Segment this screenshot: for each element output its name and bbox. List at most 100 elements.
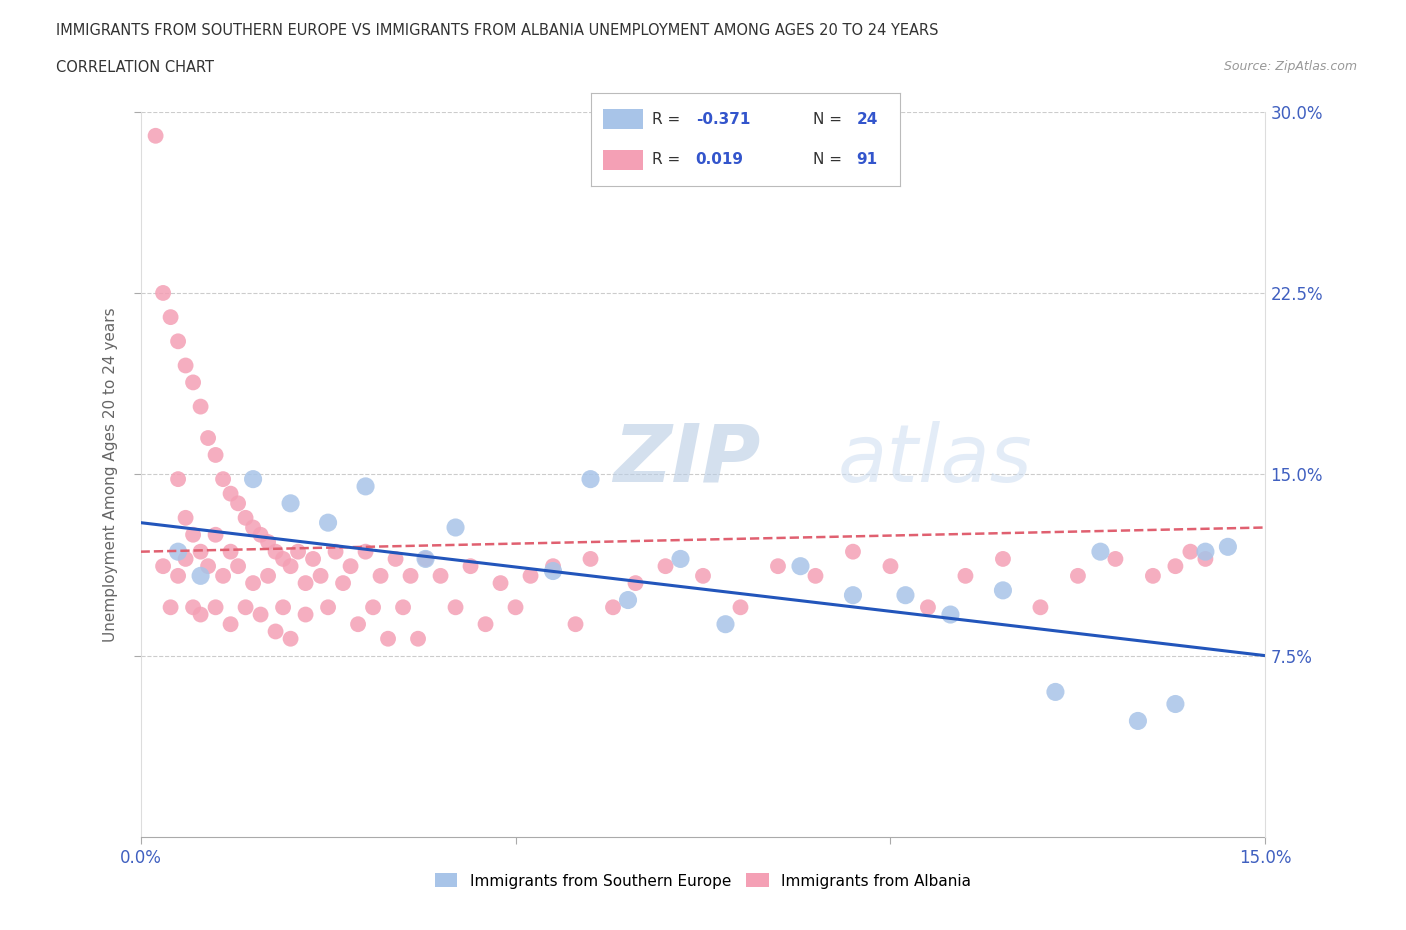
Point	[392, 600, 415, 615]
Point	[384, 551, 406, 566]
Point	[257, 568, 280, 583]
Point	[280, 631, 302, 646]
Point	[406, 631, 429, 646]
Point	[370, 568, 392, 583]
Point	[197, 559, 219, 574]
Point	[361, 600, 384, 615]
Point	[204, 600, 226, 615]
Point	[204, 447, 226, 462]
Text: 0.019: 0.019	[696, 153, 744, 167]
Point	[287, 544, 309, 559]
Point	[519, 568, 541, 583]
Point	[654, 559, 676, 574]
Text: 24: 24	[856, 112, 877, 126]
Bar	[603, 109, 643, 129]
Point	[316, 600, 339, 615]
Point	[159, 310, 181, 325]
Point	[1194, 544, 1216, 559]
Point	[939, 607, 962, 622]
Point	[294, 607, 316, 622]
Text: ZIP: ZIP	[613, 420, 761, 498]
Point	[347, 617, 370, 631]
Point	[219, 544, 242, 559]
Point	[354, 479, 377, 494]
Point	[1126, 713, 1149, 728]
Point	[766, 559, 789, 574]
Point	[332, 576, 354, 591]
Point	[579, 551, 602, 566]
Point	[174, 358, 197, 373]
Point	[242, 472, 264, 486]
Point	[212, 472, 235, 486]
Point	[804, 568, 827, 583]
Text: -0.371: -0.371	[696, 112, 749, 126]
Point	[181, 375, 204, 390]
Point	[242, 520, 264, 535]
Point	[190, 607, 212, 622]
Point	[579, 472, 602, 486]
Point	[991, 551, 1014, 566]
Point	[316, 515, 339, 530]
Point	[564, 617, 586, 631]
Point	[226, 559, 249, 574]
Point	[1142, 568, 1164, 583]
Point	[204, 527, 226, 542]
Point	[842, 544, 865, 559]
Point	[302, 551, 325, 566]
Point	[249, 527, 271, 542]
Point	[429, 568, 451, 583]
Point	[1216, 539, 1239, 554]
Point	[541, 559, 564, 574]
Point	[197, 431, 219, 445]
Point	[181, 600, 204, 615]
Point	[339, 559, 361, 574]
Point	[235, 511, 257, 525]
Text: Source: ZipAtlas.com: Source: ZipAtlas.com	[1223, 60, 1357, 73]
Text: N =: N =	[813, 112, 846, 126]
Point	[167, 544, 190, 559]
Text: N =: N =	[813, 153, 846, 167]
Point	[541, 564, 564, 578]
Point	[842, 588, 865, 603]
Text: R =: R =	[652, 112, 686, 126]
Point	[174, 511, 197, 525]
Point	[1067, 568, 1090, 583]
Legend: Immigrants from Southern Europe, Immigrants from Albania: Immigrants from Southern Europe, Immigra…	[429, 868, 977, 895]
Point	[617, 592, 640, 607]
Point	[219, 486, 242, 501]
Point	[1104, 551, 1126, 566]
Point	[190, 544, 212, 559]
Point	[474, 617, 496, 631]
Point	[399, 568, 422, 583]
Point	[219, 617, 242, 631]
Point	[325, 544, 347, 559]
Point	[1164, 697, 1187, 711]
Point	[489, 576, 512, 591]
Point	[257, 535, 280, 550]
Point	[1180, 544, 1202, 559]
Bar	[603, 150, 643, 170]
Point	[167, 568, 190, 583]
Point	[167, 472, 190, 486]
Point	[309, 568, 332, 583]
Point	[505, 600, 527, 615]
Point	[460, 559, 482, 574]
Point	[280, 559, 302, 574]
Point	[145, 128, 167, 143]
Point	[181, 527, 204, 542]
Point	[789, 559, 811, 574]
Point	[917, 600, 939, 615]
Point	[354, 544, 377, 559]
Y-axis label: Unemployment Among Ages 20 to 24 years: Unemployment Among Ages 20 to 24 years	[103, 307, 118, 642]
Point	[1090, 544, 1112, 559]
Text: R =: R =	[652, 153, 686, 167]
Text: IMMIGRANTS FROM SOUTHERN EUROPE VS IMMIGRANTS FROM ALBANIA UNEMPLOYMENT AMONG AG: IMMIGRANTS FROM SOUTHERN EUROPE VS IMMIG…	[56, 23, 939, 38]
Point	[415, 551, 437, 566]
Point	[294, 576, 316, 591]
Point	[271, 600, 294, 615]
Point	[730, 600, 752, 615]
Point	[879, 559, 901, 574]
Text: CORRELATION CHART: CORRELATION CHART	[56, 60, 214, 75]
Point	[167, 334, 190, 349]
Point	[444, 520, 467, 535]
